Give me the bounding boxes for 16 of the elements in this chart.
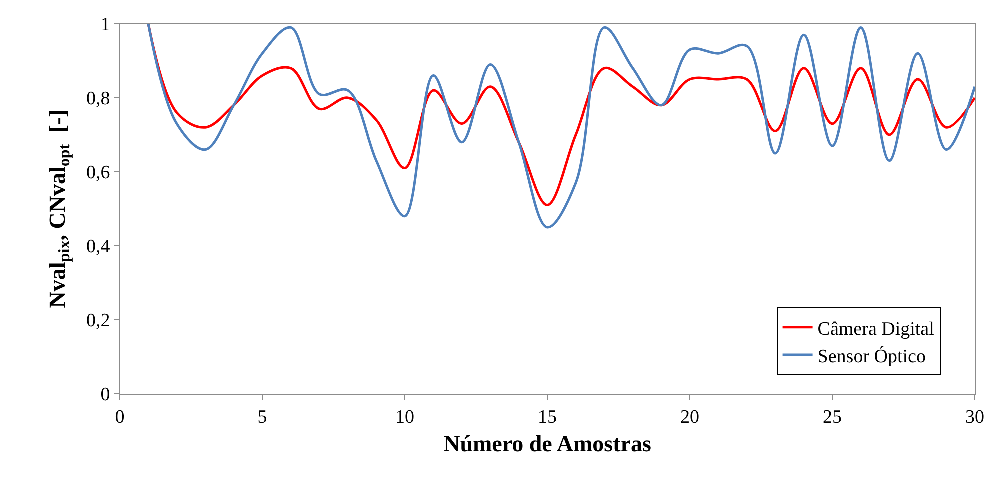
legend-label: Câmera Digital bbox=[818, 318, 934, 340]
x-tick-label: 20 bbox=[680, 406, 700, 428]
y-tick-label: 0,4 bbox=[86, 236, 111, 258]
x-tick-label: 25 bbox=[823, 406, 842, 428]
y-tick-label: 0 bbox=[100, 384, 110, 406]
x-tick-label: 0 bbox=[115, 406, 125, 428]
x-axis-title: Número de Amostras bbox=[444, 431, 652, 456]
y-tick-label: 0,6 bbox=[86, 162, 110, 184]
x-tick-label: 15 bbox=[538, 406, 557, 428]
x-tick-label: 30 bbox=[966, 406, 984, 428]
y-tick-label: 1 bbox=[100, 14, 110, 36]
y-tick-label: 0,8 bbox=[86, 88, 110, 110]
y-tick-label: 0,2 bbox=[86, 310, 110, 332]
x-tick-label: 5 bbox=[258, 406, 268, 428]
x-tick-label: 10 bbox=[396, 406, 414, 428]
legend-label: Sensor Óptico bbox=[818, 345, 926, 368]
